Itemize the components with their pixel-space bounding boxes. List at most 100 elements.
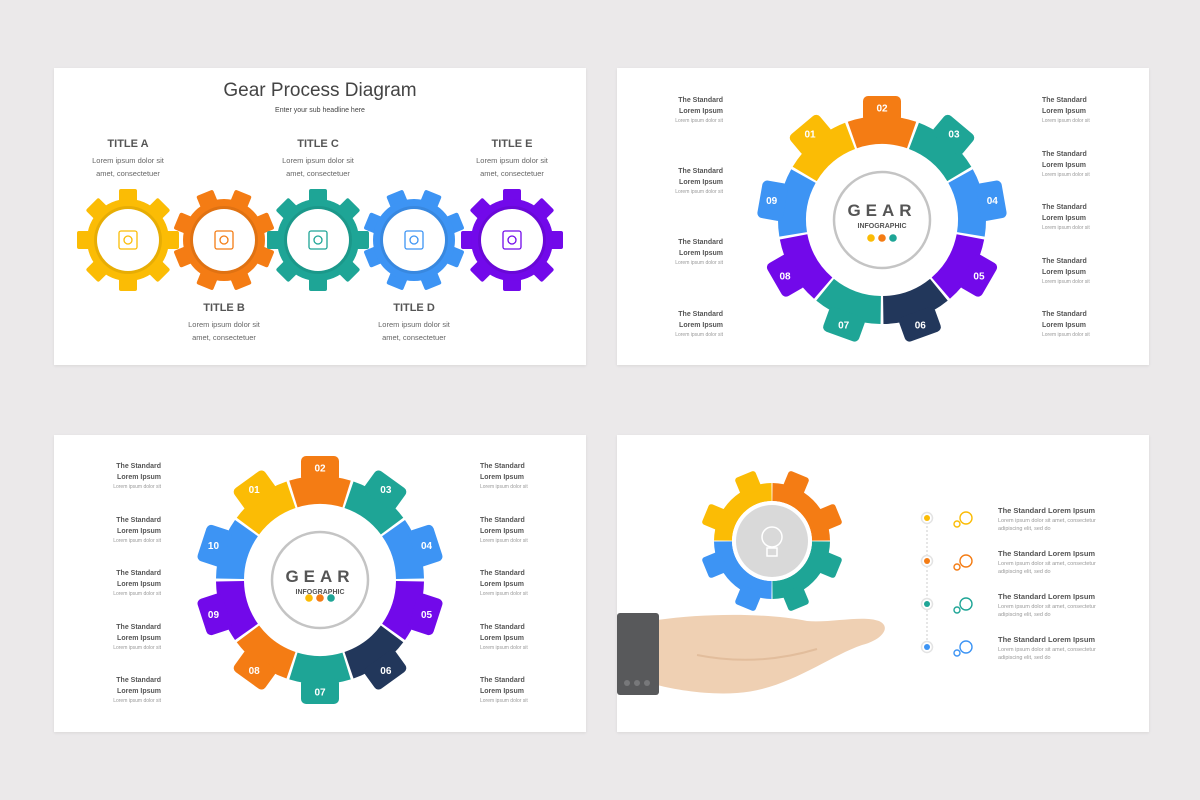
label-line1: The Standard (116, 517, 161, 524)
segment-ring (344, 481, 404, 535)
slide-gear-9-segments[interactable]: 01 02 03 04 05 06 07 08 09 GEAR INFOGRAPHIC The … (617, 68, 1149, 365)
item-title: The Standard Lorem Ipsum (998, 592, 1096, 601)
toolbox-icon (308, 230, 328, 250)
description-line: Lorem ipsum dolor sit amet, consectetur (998, 647, 1096, 653)
icon-shape (502, 230, 522, 250)
timeline-item-3: The Standard Lorem Ipsum Lorem ipsum dolo… (998, 592, 1108, 619)
bulb (761, 526, 783, 548)
center-subtitle: INFOGRAPHIC (857, 223, 907, 230)
description-line: amet, consectetuer (480, 169, 544, 178)
icon-shape (507, 235, 517, 245)
segment-ring (908, 122, 972, 182)
color-dot (878, 234, 886, 242)
segment-number: 01 (804, 130, 816, 141)
gear-quadrant-3 (772, 541, 842, 611)
label-description: Lorem ipsum dolor sit (113, 645, 161, 651)
label-line2: Lorem Ipsum (480, 687, 524, 695)
gear-tooth (735, 585, 762, 611)
segment-07: 07 (816, 278, 881, 342)
label-description: Lorem ipsum dolor sit (675, 332, 723, 338)
segment-08: 08 (233, 625, 296, 690)
segment-tooth (766, 254, 805, 297)
gear-title: TITLE C (297, 138, 339, 150)
gear-tooth (702, 504, 728, 531)
gear-row-graphic (77, 189, 563, 291)
segment-number: 06 (915, 321, 927, 332)
description-line: amet, consectetuer (382, 333, 446, 342)
segment-02: 02 (847, 96, 917, 149)
segment-05: 05 (931, 234, 998, 299)
sleeve-cuff (617, 613, 659, 695)
gear-title: TITLE A (107, 138, 149, 150)
description-line: amet, consectetuer (286, 169, 350, 178)
color-dot (327, 594, 335, 602)
gear-tooth (702, 551, 728, 578)
segment-tooth (197, 593, 232, 636)
gear-center-text: GEAR INFOGRAPHIC (832, 201, 932, 230)
label-title: The Standard Lorem Ipsum (480, 676, 590, 697)
rocket-icon (953, 554, 973, 571)
label-line2: Lorem Ipsum (1042, 321, 1086, 329)
gear-1 (77, 189, 179, 291)
icon-shape (953, 563, 961, 571)
label-line1: The Standard (678, 97, 723, 104)
label-line1: The Standard (116, 463, 161, 470)
segment-ring (883, 278, 948, 324)
gears-icon (953, 511, 973, 528)
description-line: Lorem ipsum dolor sit amet, consectetur (998, 604, 1096, 610)
label-title: The Standard Lorem Ipsum (1042, 150, 1152, 171)
segment-tooth (932, 114, 975, 156)
description-line: adipiscing elit, sed do (998, 612, 1051, 618)
gear-4 (364, 190, 464, 290)
label-line1: The Standard (116, 624, 161, 631)
timeline-item-4: The Standard Lorem Ipsum Lorem ipsum dolo… (998, 635, 1108, 662)
gear-label-1: TITLE A Lorem ipsum dolor sit amet, consec… (73, 138, 183, 180)
segment-number: 07 (314, 688, 326, 699)
label-description: Lorem ipsum dolor sit (480, 645, 528, 651)
segment-number: 09 (208, 610, 220, 621)
cuff-button (634, 680, 640, 686)
color-dot (316, 594, 324, 602)
segment-number: 07 (838, 321, 850, 332)
segment-number: 08 (779, 272, 791, 283)
slide-gear-process[interactable]: Gear Process Diagram Enter your sub head… (54, 68, 586, 365)
label-line2: Lorem Ipsum (1042, 161, 1086, 169)
description-line: adipiscing elit, sed do (998, 655, 1051, 661)
slide-gear-10-segments[interactable]: 01 02 03 04 05 06 07 08 09 10 GEAR INFOGRAPHIC Th… (54, 435, 586, 732)
timeline-dot (924, 644, 930, 650)
segment-number: 03 (380, 485, 392, 496)
label-line1: The Standard (480, 624, 525, 631)
label-line1: The Standard (1042, 258, 1087, 265)
segment-tooth (233, 650, 276, 690)
left-label-1: The Standard Lorem Ipsum Lorem ipsum dolor… (51, 462, 161, 490)
slide-gear-hand[interactable]: The Standard Lorem Ipsum Lorem ipsum dolo… (617, 435, 1149, 732)
segment-06: 06 (883, 278, 948, 342)
right-label-2: The Standard Lorem Ipsum Lorem ipsum dolor… (480, 516, 590, 544)
bulb-base (766, 547, 778, 557)
timeline-dot (924, 558, 930, 564)
label-line2: Lorem Ipsum (480, 473, 524, 481)
segment-tooth (789, 114, 832, 156)
gear-center-disc (245, 505, 395, 655)
segment-ring (779, 234, 833, 299)
icon-shape (959, 597, 973, 611)
label-line1: The Standard (116, 677, 161, 684)
segmented-gear-graphic: 01 02 03 04 05 06 07 08 09 (757, 96, 1007, 342)
gear-center (383, 209, 445, 271)
icon-shape (953, 649, 961, 657)
gear-label-3: TITLE C Lorem ipsum dolor sit amet, consec… (263, 138, 373, 180)
description-line: amet, consectetuer (192, 333, 256, 342)
right-label-1: The Standard Lorem Ipsum Lorem ipsum dolor… (480, 462, 590, 490)
label-title: The Standard Lorem Ipsum (1042, 257, 1152, 278)
right-label-4: The Standard Lorem Ipsum Lorem ipsum dolor… (480, 623, 590, 651)
label-description: Lorem ipsum dolor sit (675, 260, 723, 266)
description-line: amet, consectetuer (96, 169, 160, 178)
money-hand-icon (953, 597, 973, 614)
description-line: adipiscing elit, sed do (998, 569, 1051, 575)
label-line2: Lorem Ipsum (679, 249, 723, 257)
label-line1: The Standard (480, 677, 525, 684)
hand-gear-graphic (617, 471, 973, 695)
segment-05: 05 (382, 581, 443, 640)
gear-label-2: TITLE B Lorem ipsum dolor sit amet, consec… (169, 302, 279, 344)
segment-06: 06 (344, 625, 407, 690)
